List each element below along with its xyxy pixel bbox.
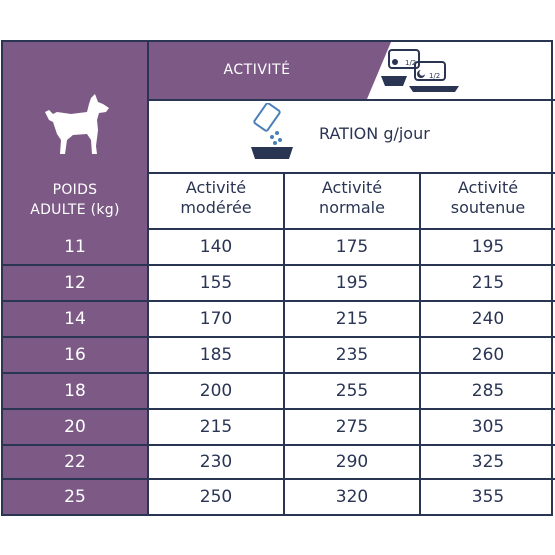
divider <box>147 372 555 374</box>
column-header-line2: modérée <box>180 198 252 217</box>
column-header-sustained: Activité soutenue <box>421 178 555 228</box>
ration-cell: 195 <box>471 237 505 257</box>
ration-cell: 290 <box>335 452 369 472</box>
weight-cell: 25 <box>64 487 86 507</box>
ration-cell: 325 <box>471 452 505 472</box>
divider <box>283 172 285 514</box>
column-header-line1: Activité <box>457 178 519 197</box>
divider <box>147 42 149 514</box>
divider <box>147 478 555 480</box>
ration-cell: 260 <box>471 345 505 365</box>
divider <box>3 264 147 266</box>
ration-cell: 250 <box>199 487 233 507</box>
sun-moon-bowl-icon: 1/2 1/2 <box>381 49 459 92</box>
ration-cell: 235 <box>335 345 369 365</box>
activity-label: ACTIVITÉ <box>223 62 291 78</box>
ration-cell: 255 <box>335 381 369 401</box>
divider <box>147 99 555 101</box>
divider <box>3 372 147 374</box>
ration-cell: 305 <box>471 417 505 437</box>
column-header-line2: normale <box>319 198 385 217</box>
divider <box>147 264 555 266</box>
divider <box>147 408 555 410</box>
ration-cell: 355 <box>471 487 505 507</box>
weight-cell: 20 <box>64 417 86 437</box>
column-header-line2: soutenue <box>450 198 526 217</box>
ration-cell: 155 <box>199 273 233 293</box>
ration-table: POIDS ADULTE (kg) ACTIVITÉ 1/2 1/2 RATIO… <box>1 40 555 516</box>
divider <box>3 300 147 302</box>
divider <box>147 336 555 338</box>
weight-header-line2: ADULTE (kg) <box>30 202 120 218</box>
divider <box>3 336 147 338</box>
food-bag-bowl-icon <box>251 103 293 159</box>
weight-cell: 18 <box>64 381 86 401</box>
ration-cell: 320 <box>335 487 369 507</box>
ration-cell: 275 <box>335 417 369 437</box>
ration-cell: 230 <box>199 452 233 472</box>
ration-label: RATION g/jour <box>319 124 430 143</box>
column-header-line1: Activité <box>321 178 383 197</box>
weight-header-line1: POIDS <box>52 182 98 198</box>
weight-cell: 22 <box>64 452 86 472</box>
weight-cell: 11 <box>64 237 86 257</box>
moon-fraction: 1/2 <box>429 72 440 80</box>
ration-cell: 240 <box>471 309 505 329</box>
activity-band <box>147 42 391 99</box>
dog-icon <box>45 94 109 154</box>
column-header-moderate: Activité modérée <box>149 178 283 228</box>
ration-cell: 195 <box>335 273 369 293</box>
divider <box>419 172 421 514</box>
divider <box>147 228 555 230</box>
ration-cell: 175 <box>335 237 369 257</box>
ration-cell: 140 <box>199 237 233 257</box>
divider <box>147 172 555 174</box>
divider <box>3 444 147 446</box>
ration-cell: 185 <box>199 345 233 365</box>
ration-cell: 215 <box>199 417 233 437</box>
ration-cell: 200 <box>199 381 233 401</box>
weight-cell: 16 <box>64 345 86 365</box>
weight-header: POIDS ADULTE (kg) <box>3 180 147 220</box>
ration-cell: 170 <box>199 309 233 329</box>
divider <box>147 300 555 302</box>
divider <box>147 444 555 446</box>
column-header-normal: Activité normale <box>285 178 419 228</box>
column-header-line1: Activité <box>185 178 247 197</box>
divider <box>3 478 147 480</box>
sun-fraction: 1/2 <box>405 59 416 67</box>
ration-cell: 285 <box>471 381 505 401</box>
weight-cell: 14 <box>64 309 86 329</box>
weight-cell: 12 <box>64 273 86 293</box>
ration-cell: 215 <box>335 309 369 329</box>
divider <box>3 408 147 410</box>
ration-cell: 215 <box>471 273 505 293</box>
